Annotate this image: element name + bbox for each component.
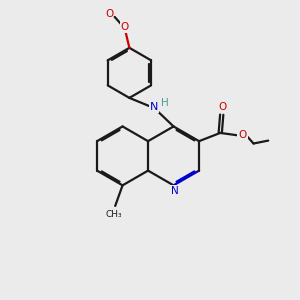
Text: O: O: [121, 22, 129, 32]
Text: H: H: [161, 98, 169, 108]
Text: O: O: [238, 130, 247, 140]
Text: N: N: [171, 186, 179, 196]
Text: N: N: [150, 102, 158, 112]
Text: CH₃: CH₃: [105, 210, 122, 219]
Text: O: O: [219, 102, 227, 112]
Text: O: O: [105, 9, 113, 19]
